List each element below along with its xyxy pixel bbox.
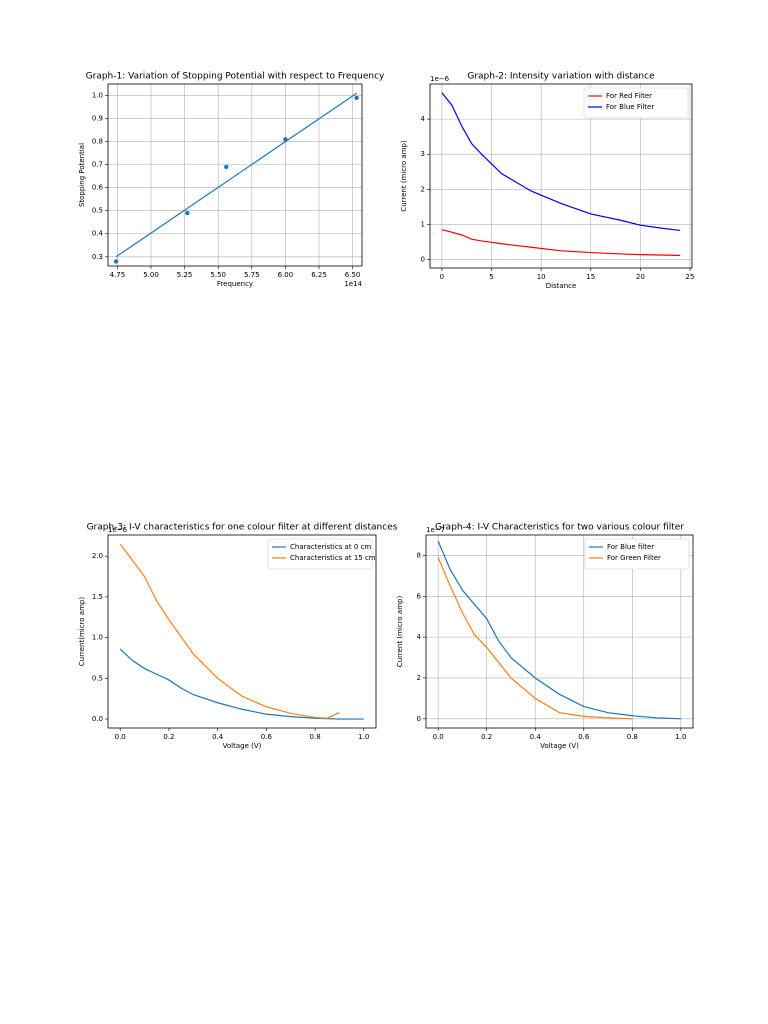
y-tick-label: 0.5 <box>92 207 103 215</box>
x-axis-label: Distance <box>546 282 577 290</box>
y-offset-label: 1e−6 <box>430 75 450 83</box>
chart: Graph-4: I-V Characteristics for two var… <box>396 523 694 750</box>
y-tick-label: 2.0 <box>92 552 103 560</box>
legend-label: For Blue filter <box>607 543 654 551</box>
series-line <box>119 648 364 720</box>
legend-box <box>267 538 373 570</box>
x-tick-label: 0.6 <box>578 733 590 741</box>
x-tick-label: 5.50 <box>210 271 226 279</box>
point <box>113 259 119 264</box>
x-axis-label: Voltage (V) <box>540 742 579 750</box>
chart-title: Graph-4: I-V Characteristics for two var… <box>435 523 684 533</box>
x-tick-label: 4.75 <box>110 271 126 279</box>
legend-label: Characteristics at 0 cm <box>290 543 371 551</box>
x-axis-label: Voltage (V) <box>223 742 262 750</box>
x-tick-label: 6.00 <box>278 271 294 279</box>
y-tick-label: 8 <box>417 551 421 559</box>
legend-label: For Blue Filter <box>606 103 654 111</box>
y-tick-label: 1.5 <box>92 593 103 601</box>
y-axis-label: Current(micro amp) <box>78 597 86 666</box>
x-tick-label: 15 <box>586 273 595 281</box>
point <box>185 210 190 216</box>
plot-frame <box>429 83 693 269</box>
x-tick-label: 5.25 <box>177 271 193 279</box>
x-tick-label: 0.8 <box>627 733 638 741</box>
x-tick-label: 1.0 <box>358 733 369 741</box>
plot-frame <box>107 534 377 729</box>
x-tick-label: 0.8 <box>310 733 321 741</box>
chart: Graph-3: I-V characteristics for one col… <box>78 523 398 751</box>
y-tick-label: 0.6 <box>92 184 104 192</box>
y-axis-label: Current (micro amp) <box>396 596 404 668</box>
legend-label: Characteristics at 15 cm <box>290 554 376 562</box>
y-tick-label: 0.9 <box>92 115 103 123</box>
y-tick-label: 0.4 <box>92 230 104 238</box>
x-tick-label: 5.00 <box>143 271 159 279</box>
x-tick-label: 5.75 <box>244 271 260 279</box>
chart-title: Graph-1: Variation of Stopping Potential… <box>86 72 385 82</box>
y-tick-label: 4 <box>417 633 422 641</box>
chart: Graph-2: Intensity variation with distan… <box>400 72 694 291</box>
x-tick-label: 5 <box>489 273 493 281</box>
x-axis-label: Frequency <box>217 280 253 288</box>
y-tick-label: 1.0 <box>92 92 103 100</box>
x-tick-label: 0.4 <box>212 733 224 741</box>
chart-title: Graph-3: I-V characteristics for one col… <box>87 523 398 533</box>
x-tick-label: 0.0 <box>115 733 126 741</box>
x-offset-label: 1e14 <box>344 280 362 288</box>
y-tick-label: 4 <box>421 115 426 123</box>
x-tick-label: 6.50 <box>345 271 361 279</box>
y-tick-label: 1.0 <box>92 634 103 642</box>
legend-label: For Green Filter <box>607 554 661 562</box>
x-tick-label: 25 <box>686 273 695 281</box>
y-tick-label: 0.3 <box>92 253 103 261</box>
series-line <box>441 229 681 256</box>
point <box>283 137 288 142</box>
chart-title: Graph-2: Intensity variation with distan… <box>467 72 655 82</box>
point <box>224 164 229 170</box>
y-axis-label: Current (micro amp) <box>400 140 408 212</box>
x-tick-label: 0 <box>440 273 444 281</box>
y-tick-label: 0 <box>421 256 425 264</box>
y-offset-label: 1e−7 <box>426 526 445 534</box>
x-tick-label: 0.2 <box>481 733 492 741</box>
plot-frame <box>107 83 363 267</box>
y-offset-label: 1e−6 <box>108 526 128 534</box>
y-tick-label: 6 <box>417 592 422 600</box>
x-tick-label: 0.4 <box>530 733 542 741</box>
y-tick-label: 0.8 <box>92 138 103 146</box>
x-tick-label: 0.0 <box>433 733 444 741</box>
y-tick-label: 2 <box>421 185 425 193</box>
chart: Graph-1: Variation of Stopping Potential… <box>78 72 385 289</box>
plot-frame <box>425 534 694 729</box>
y-tick-label: 3 <box>421 150 425 158</box>
y-tick-label: 0 <box>417 715 421 723</box>
y-axis-label: Stopping Potential <box>78 143 86 207</box>
legend-box <box>584 538 690 570</box>
series-line <box>119 543 340 719</box>
y-tick-label: 0.0 <box>92 715 103 723</box>
series-line <box>437 557 633 720</box>
legend-box <box>583 87 689 119</box>
x-tick-label: 6.25 <box>311 271 327 279</box>
x-tick-label: 0.2 <box>163 733 174 741</box>
legend-label: For Red Filter <box>606 92 652 100</box>
y-tick-label: 0.5 <box>92 674 103 682</box>
series-line <box>441 92 681 232</box>
x-tick-label: 20 <box>636 273 645 281</box>
fit-line <box>115 92 357 258</box>
x-tick-label: 1.0 <box>675 733 686 741</box>
x-tick-label: 10 <box>537 273 546 281</box>
x-tick-label: 0.6 <box>261 733 273 741</box>
point <box>354 95 359 101</box>
y-tick-label: 1 <box>421 220 425 228</box>
y-tick-label: 2 <box>417 674 421 682</box>
y-tick-label: 0.7 <box>92 161 103 169</box>
series-line <box>437 540 681 720</box>
